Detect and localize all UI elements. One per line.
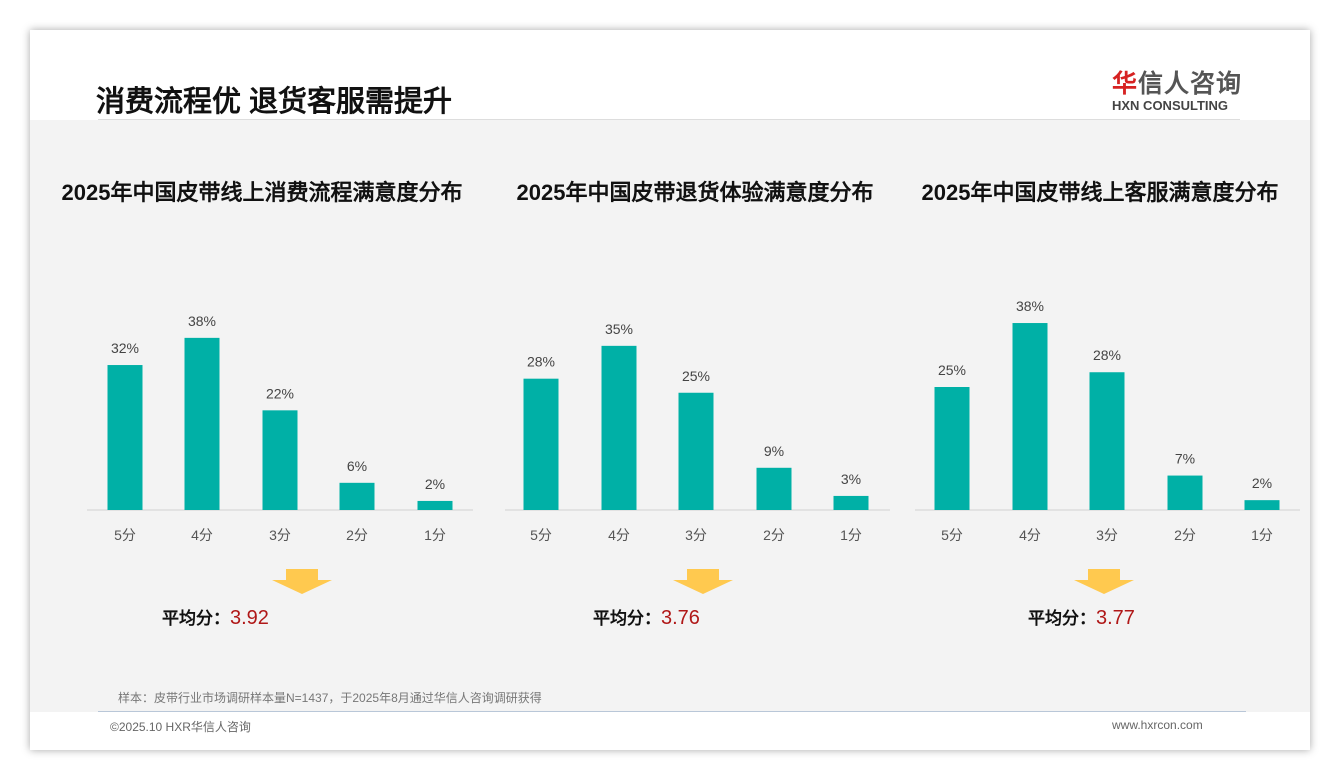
bar	[678, 392, 714, 510]
bar	[833, 495, 869, 510]
chart-title-2: 2025年中国皮带退货体验满意度分布	[516, 180, 874, 205]
data-label: 2%	[1252, 475, 1272, 491]
logo-text: 信人咨询	[1138, 70, 1243, 98]
tick-label: 5分	[114, 527, 136, 543]
data-label: 28%	[527, 354, 555, 370]
tick-label: 4分	[608, 527, 630, 543]
avg-label: 平均分：	[1028, 609, 1096, 628]
tick-label: 2分	[1174, 527, 1196, 543]
data-label: 35%	[605, 321, 633, 337]
tick-label: 4分	[191, 527, 213, 543]
chart-title-1: 2025年中国皮带线上消费流程满意度分布	[61, 180, 463, 205]
copyright: ©2025.10 HXR华信人咨询	[110, 720, 251, 734]
avg-value: 3.77	[1096, 607, 1135, 629]
tick-label: 3分	[685, 527, 707, 543]
bar	[262, 410, 298, 510]
avg-score-2: 平均分：3.76	[593, 604, 700, 630]
chart-title-3: 2025年中国皮带线上客服满意度分布	[921, 180, 1279, 205]
data-label: 25%	[938, 362, 966, 378]
avg-value: 3.76	[661, 607, 700, 629]
data-label: 6%	[347, 458, 367, 474]
tick-label: 4分	[1019, 527, 1041, 543]
sample-note: 样本：皮带行业市场调研样本量N=1437，于2025年8月通过华信人咨询调研获得	[118, 691, 542, 705]
tick-label: 3分	[1096, 527, 1118, 543]
divider	[98, 119, 1240, 120]
footer-divider	[98, 711, 1246, 712]
bar	[417, 500, 453, 510]
avg-score-1: 平均分：3.92	[162, 604, 269, 630]
bar	[1012, 323, 1048, 510]
down-arrow-icon	[673, 569, 733, 594]
bar	[756, 467, 792, 510]
data-label: 9%	[764, 443, 784, 459]
data-label: 7%	[1175, 451, 1195, 467]
tick-label: 5分	[530, 527, 552, 543]
data-label: 38%	[188, 313, 216, 329]
tick-label: 2分	[346, 527, 368, 543]
tick-label: 3分	[269, 527, 291, 543]
down-arrow-icon	[1074, 569, 1134, 594]
avg-label: 平均分：	[162, 609, 230, 628]
avg-value: 3.92	[230, 607, 269, 629]
data-label: 2%	[425, 476, 445, 492]
avg-score-3: 平均分：3.77	[1028, 604, 1135, 630]
bar	[934, 387, 970, 510]
tick-label: 1分	[840, 527, 862, 543]
bar	[523, 378, 559, 510]
data-label: 28%	[1093, 347, 1121, 363]
bar	[1244, 500, 1280, 510]
tick-label: 2分	[763, 527, 785, 543]
logo-mark: 华	[1112, 70, 1139, 98]
data-label: 3%	[841, 471, 861, 487]
tick-label: 5分	[941, 527, 963, 543]
data-label: 25%	[682, 368, 710, 384]
bar	[1167, 475, 1203, 510]
tick-label: 1分	[1251, 527, 1273, 543]
tick-label: 1分	[424, 527, 446, 543]
website-link[interactable]: www.hxrcon.com	[1112, 718, 1203, 732]
avg-label: 平均分：	[593, 609, 661, 628]
bar	[184, 337, 220, 510]
logo: 华信人咨询 HXN CONSULTING	[1112, 64, 1242, 113]
data-label: 38%	[1016, 298, 1044, 314]
bar	[107, 365, 143, 510]
down-arrow-icon	[272, 569, 332, 594]
bar	[601, 345, 637, 510]
bar	[339, 482, 375, 510]
page-title: 消费流程优 退货客服需提升	[96, 86, 453, 118]
data-label: 22%	[266, 385, 294, 401]
bar	[1089, 372, 1125, 510]
logo-en: HXN CONSULTING	[1112, 98, 1229, 113]
data-label: 32%	[111, 340, 139, 356]
